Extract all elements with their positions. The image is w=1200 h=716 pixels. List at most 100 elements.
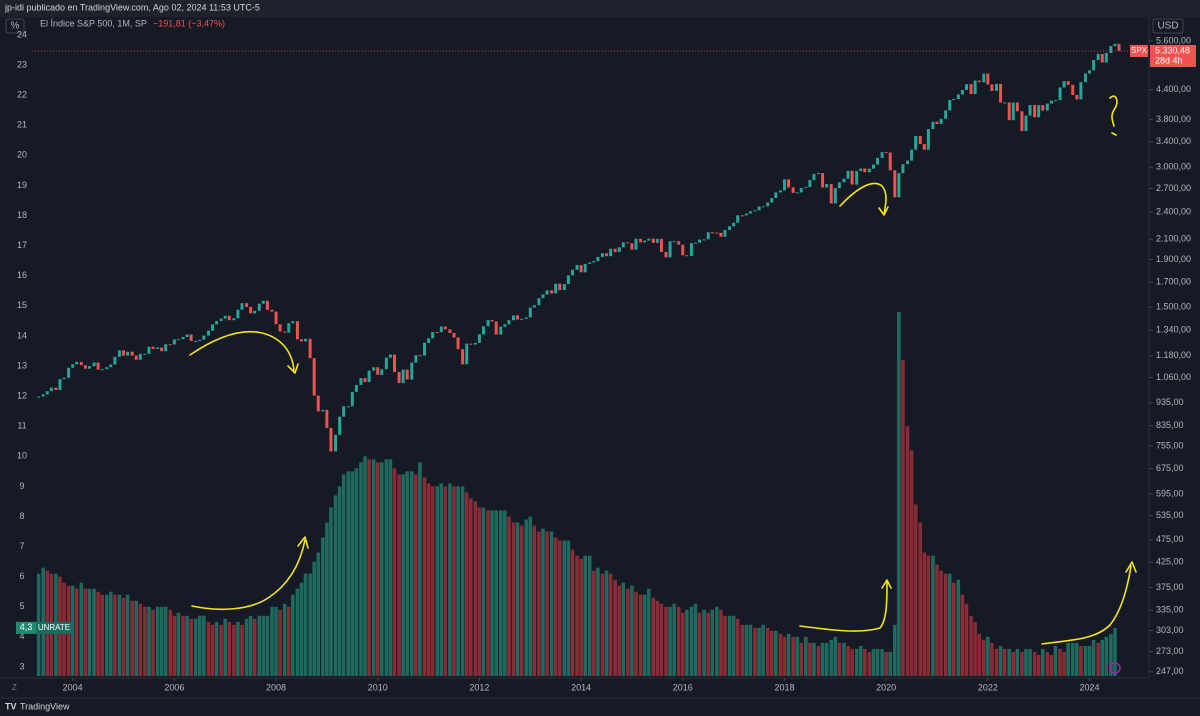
candle — [1024, 115, 1028, 132]
candle — [812, 173, 816, 180]
candle — [922, 144, 926, 150]
unrate-bar — [905, 426, 910, 676]
candle — [1058, 87, 1062, 101]
candle — [87, 366, 91, 369]
candle — [626, 242, 630, 244]
candle — [566, 275, 570, 285]
unrate-bar — [557, 540, 562, 676]
candle — [787, 179, 791, 188]
candle — [494, 321, 498, 335]
annotation — [189, 331, 299, 374]
unrate-bar — [829, 639, 834, 676]
unrate-bar — [261, 615, 266, 676]
candle — [62, 377, 66, 380]
unrate-bar — [1104, 636, 1109, 676]
candle — [910, 149, 914, 161]
unrate-bar — [515, 522, 520, 676]
unrate-bar — [909, 450, 914, 676]
unrate-bar — [100, 594, 104, 676]
candle — [871, 164, 875, 169]
x-tick-label: 2016 — [673, 682, 693, 692]
candle — [1104, 52, 1108, 63]
unrate-bar — [672, 603, 676, 676]
unrate-bar — [943, 573, 948, 676]
unrate-bar — [481, 507, 486, 676]
unrate-bar — [439, 483, 444, 676]
candle — [45, 391, 49, 395]
unrate-bar — [867, 651, 872, 676]
candle — [689, 243, 693, 257]
unrate-bar — [333, 495, 338, 676]
unrate-bar — [109, 591, 113, 676]
unrate-bar — [664, 606, 668, 676]
price-tag-bg — [1150, 44, 1196, 67]
unrate-bar — [392, 468, 397, 676]
candle — [1075, 94, 1079, 100]
unrate-bar — [70, 585, 75, 676]
unrate-bar — [130, 600, 134, 676]
unrate-bar — [626, 588, 630, 676]
unrate-bar — [168, 609, 173, 676]
candle — [1049, 100, 1053, 104]
candle — [427, 338, 431, 343]
y2-unit-box — [1152, 18, 1184, 34]
unrate-bar — [257, 615, 262, 676]
unrate-bar — [731, 615, 736, 676]
unrate-bar — [952, 582, 956, 676]
unrate-bar — [1036, 654, 1041, 676]
unrate-bar — [697, 612, 702, 676]
unrate-bar — [1015, 648, 1020, 676]
candle — [143, 353, 147, 355]
candle — [321, 409, 325, 412]
candle — [1020, 111, 1024, 132]
candle — [600, 253, 604, 257]
candle — [71, 364, 75, 368]
candle — [884, 152, 888, 154]
unrate-bar — [1096, 642, 1100, 676]
unrate-bar — [723, 615, 727, 676]
unrate-bar — [519, 525, 524, 676]
candle — [732, 222, 736, 227]
candle — [791, 187, 795, 193]
y2-tick-label: 2.100,00 — [1156, 234, 1191, 244]
candle — [299, 339, 303, 342]
unrate-bar — [198, 615, 202, 676]
unrate-bar — [799, 642, 804, 676]
candle — [550, 290, 554, 294]
y2-tick-label: 755,00 — [1156, 440, 1184, 450]
unrate-bar — [884, 651, 888, 676]
y-tick-label: 16 — [17, 270, 27, 280]
unrate-bar — [159, 606, 164, 676]
alert-icon[interactable] — [1109, 662, 1121, 674]
unrate-bar — [278, 609, 282, 676]
unrate-bar — [138, 603, 143, 676]
candle — [516, 315, 520, 320]
candle — [990, 84, 994, 91]
candle — [630, 243, 634, 250]
candle — [397, 371, 401, 384]
unrate-bar — [621, 582, 626, 676]
candle — [554, 283, 558, 294]
candle — [151, 346, 155, 350]
unrate-bar — [1049, 654, 1054, 676]
annotation — [839, 182, 889, 216]
candle — [901, 164, 905, 174]
y-tick-label: 18 — [17, 210, 27, 220]
header: jp-idi publicado en TradingView.com, Ago… — [4, 2, 260, 12]
candle — [1045, 103, 1049, 111]
unrate-bar — [1032, 651, 1037, 676]
unrate-bar — [562, 540, 567, 676]
unrate-bar — [1007, 648, 1011, 676]
unrate-bar — [494, 510, 498, 676]
candle — [469, 343, 473, 345]
unrate-bar — [83, 588, 88, 676]
candle — [931, 121, 935, 130]
unrate-bar — [918, 522, 923, 676]
unrate-bar — [1028, 648, 1032, 676]
unrate-bar — [592, 570, 596, 676]
unrate-bar — [511, 522, 516, 676]
unrate-bar — [642, 594, 647, 676]
unrate-bar — [748, 624, 753, 676]
candle — [761, 206, 765, 208]
